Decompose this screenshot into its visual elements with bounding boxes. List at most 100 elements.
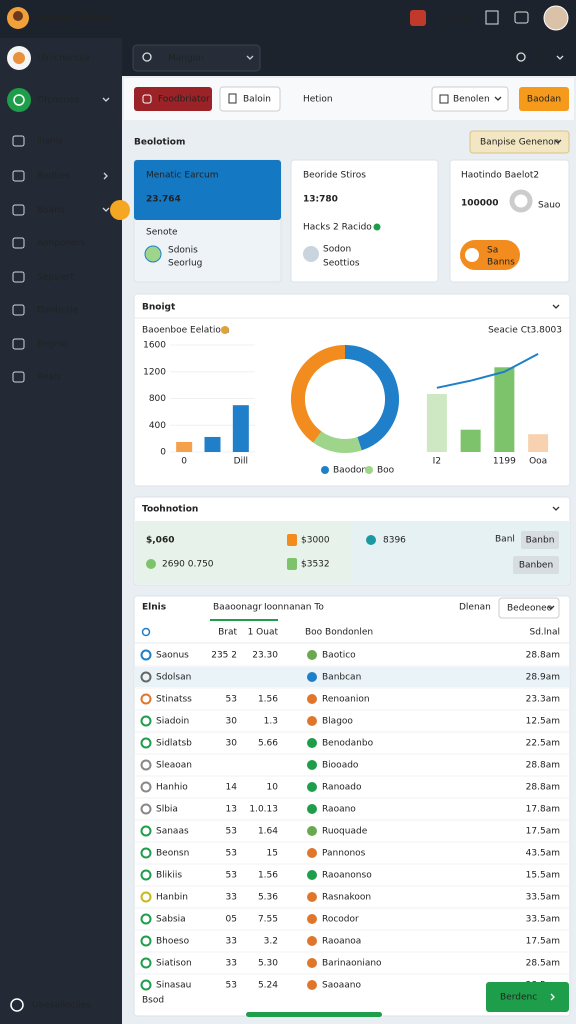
row-icon — [307, 892, 317, 902]
y-tick-label: 0 — [160, 448, 166, 458]
row-name[interactable]: Siadoin — [156, 717, 189, 727]
row-name[interactable]: Stinatss — [156, 695, 192, 705]
menu-text[interactable]: Be — [536, 54, 548, 64]
row-name[interactable]: Bhoeso — [156, 937, 190, 947]
row-name[interactable]: Hanhio — [156, 783, 188, 793]
row-label: Ruoquade — [322, 827, 368, 837]
table-tab[interactable]: Baaoonagr — [213, 603, 262, 613]
row-count: 05 — [226, 915, 237, 925]
row-icon — [140, 847, 152, 859]
row-label: Raoano — [322, 805, 356, 815]
nav-item[interactable]: Illanis — [37, 137, 63, 147]
row-count: 53 — [226, 827, 237, 837]
summary-button[interactable] — [521, 531, 559, 549]
nav-item[interactable]: Sepsiert — [37, 273, 74, 283]
nav-item[interactable]: Ofcnonos — [37, 96, 80, 106]
nav-icon — [12, 237, 25, 249]
search-icon — [142, 52, 152, 62]
row-label: Benodanbo — [322, 739, 374, 749]
search-icon — [516, 52, 526, 62]
search-box[interactable] — [132, 44, 261, 72]
chart-link[interactable]: Seacie Ct3.8003 — [488, 326, 562, 336]
row-name[interactable]: Siatison — [156, 959, 192, 969]
col-icon — [141, 627, 151, 637]
row-name[interactable]: Hanbin — [156, 893, 188, 903]
row-rate: 5.24 — [258, 981, 278, 991]
chevron — [246, 55, 254, 60]
row-label: Raoanonso — [322, 871, 372, 881]
row-count: 53 — [226, 695, 237, 705]
row-time: 28.8am — [526, 783, 560, 793]
nav-item[interactable]: Boans — [37, 206, 65, 216]
legend-label: Baodon — [333, 466, 367, 476]
bar — [232, 405, 249, 452]
row-time: 33.5am — [526, 893, 560, 903]
nav-item[interactable]: Dantiotle — [37, 306, 79, 316]
row-rate: 15 — [267, 849, 278, 859]
summary-swatch — [366, 535, 376, 545]
bar — [426, 394, 447, 452]
summary-value: $,060 — [146, 536, 174, 546]
donut-segment — [344, 345, 399, 451]
panel-title: Elnis — [142, 603, 166, 613]
row-name[interactable]: Sleaoan — [156, 761, 192, 771]
tab-icon — [228, 93, 237, 104]
row-icon — [140, 913, 152, 925]
table-select[interactable] — [498, 597, 560, 619]
button-label: Berdenc — [500, 993, 537, 1003]
chevron — [550, 993, 555, 1001]
x-tick-label: Dill — [234, 457, 248, 467]
row-name[interactable]: Sanaas — [156, 827, 189, 837]
table-tab[interactable]: Ioonnanan To — [264, 603, 324, 613]
select-box[interactable] — [431, 86, 509, 112]
row-name[interactable]: Sinasau — [156, 981, 191, 991]
row-highlight — [135, 667, 569, 687]
button-label: Banbn — [526, 536, 555, 546]
row-rate: 10 — [267, 783, 279, 793]
filter-box[interactable] — [469, 130, 570, 154]
row-name[interactable]: Slbia — [156, 805, 178, 815]
row-icon — [307, 782, 317, 792]
next-button[interactable] — [486, 982, 569, 1012]
app-title: Ifngone Elohics — [36, 14, 114, 24]
card-label: Haotindo Baelot2 — [461, 171, 539, 181]
nav-active-dot — [13, 94, 25, 106]
row-time: 43.5am — [526, 849, 560, 859]
row-time: 22.5am — [526, 739, 560, 749]
row-name[interactable]: Sidlatsb — [156, 739, 192, 749]
tab-underline — [210, 619, 278, 621]
nav-item[interactable]: Rodbes — [37, 172, 70, 182]
row-name[interactable]: Sabsia — [156, 915, 186, 925]
summary-button[interactable] — [513, 556, 559, 574]
chevron — [556, 55, 564, 60]
avatar — [543, 5, 569, 31]
nav-item[interactable]: Engnio — [37, 340, 68, 350]
row-label: Biooado — [322, 761, 359, 771]
primary-button[interactable] — [134, 87, 212, 111]
pager[interactable]: Bsod — [142, 996, 164, 1006]
card-pill[interactable] — [460, 240, 520, 270]
nav-item[interactable]: Aohponors — [37, 239, 85, 249]
row-label: Blagoo — [322, 717, 353, 727]
nav-icon — [12, 135, 25, 147]
sidebar-footer[interactable]: Ubesallociies — [32, 1001, 91, 1011]
legend-swatch — [365, 466, 373, 474]
x-tick-label: I2 — [433, 457, 441, 467]
select-label: Benolen — [453, 95, 490, 105]
row-time: 12.5am — [526, 717, 560, 727]
nav-item[interactable]: Reals — [37, 373, 61, 383]
summary-label: Banl — [495, 535, 515, 545]
action-button[interactable] — [519, 87, 569, 111]
tab-button[interactable] — [219, 86, 281, 112]
action-label: Baodan — [527, 95, 561, 105]
row-name[interactable]: Beonsn — [156, 849, 189, 859]
card-meta: Seorlug — [168, 259, 202, 269]
row-name[interactable]: Blikiis — [156, 871, 182, 881]
row-icon — [140, 649, 152, 661]
row-name[interactable]: Sdolsan — [156, 673, 191, 683]
row-name[interactable]: Saonus — [156, 651, 189, 661]
row-icon — [140, 935, 152, 947]
section-title: Beolotiom — [134, 138, 185, 148]
tab-label[interactable]: Hetion — [303, 95, 333, 105]
card-value: 23.764 — [146, 195, 181, 205]
